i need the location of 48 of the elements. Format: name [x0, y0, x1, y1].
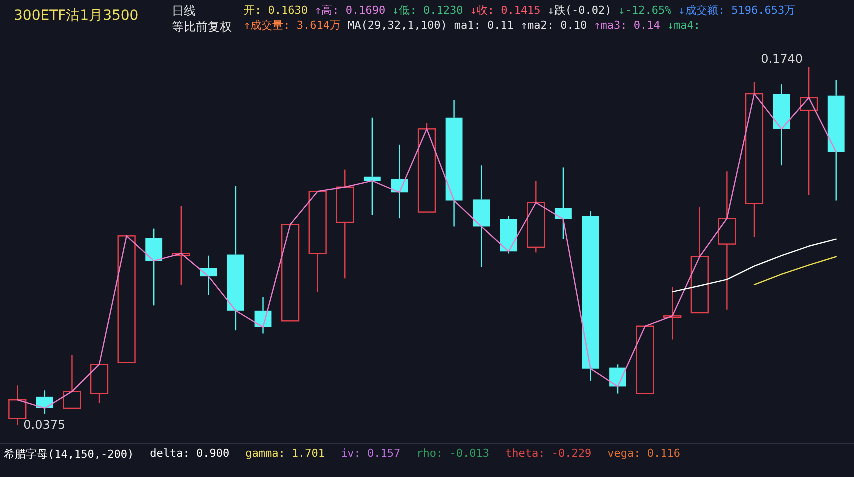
candlestick — [172, 205, 190, 286]
text: ↑ma2: 0.10 — [520, 18, 588, 33]
candlestick — [473, 165, 490, 268]
text: ↑ma3: 0.14 — [594, 18, 660, 33]
text: ↓ma4: — [667, 18, 701, 33]
candlestick — [773, 84, 790, 166]
text: MA(29,32,1,100) — [348, 18, 448, 33]
candlestick — [146, 228, 163, 306]
text: gamma: 1.701 — [246, 447, 326, 462]
candlestick — [228, 186, 244, 332]
candlestick — [200, 255, 218, 296]
text: 等比前复权 — [172, 19, 233, 35]
candlestick — [527, 180, 546, 254]
candlestick — [118, 236, 136, 364]
candlestick — [582, 210, 600, 382]
chart-subtitle: 日线 — [172, 3, 197, 19]
text: 开: 0.1630 — [244, 3, 308, 18]
text: rho: -0.013 — [416, 447, 490, 462]
text: delta: 0.900 — [150, 447, 230, 462]
candlestick — [828, 80, 845, 202]
text: iv: 0.157 — [341, 447, 401, 462]
text: ↑成交量: 3.614万 — [244, 18, 341, 33]
text: 0.1740 — [761, 52, 804, 66]
annotation: 0.0375 — [24, 418, 66, 432]
candlestick — [636, 326, 654, 394]
candlestick — [745, 82, 764, 238]
text: ↑高: 0.1690 — [314, 3, 386, 18]
candlestick — [364, 117, 381, 216]
candlestick — [63, 354, 82, 410]
candlestick — [308, 190, 327, 293]
candlestick — [690, 206, 709, 314]
text: ↓-12.65% — [618, 3, 672, 18]
chart-title: 300ETF沽1月3500 — [13, 7, 140, 24]
candlestick — [446, 99, 463, 228]
candlestick — [718, 171, 736, 310]
text: ma1: 0.11 — [454, 18, 514, 33]
text: theta: -0.229 — [506, 447, 592, 462]
text: ↓低: 0.1230 — [392, 3, 464, 18]
text: ↓收: 0.1415 — [470, 3, 541, 18]
text: vega: 0.116 — [608, 447, 680, 462]
text: 希腊字母(14,150,-200) — [4, 447, 134, 463]
candlestick — [664, 286, 682, 340]
candlestick — [800, 66, 818, 196]
candlestick — [336, 169, 354, 280]
candlestick — [281, 224, 300, 322]
text: ↓成交额: 5196.653万 — [678, 3, 796, 18]
candlestick — [554, 167, 572, 240]
text: ↓跌(-0.02) — [548, 3, 612, 18]
